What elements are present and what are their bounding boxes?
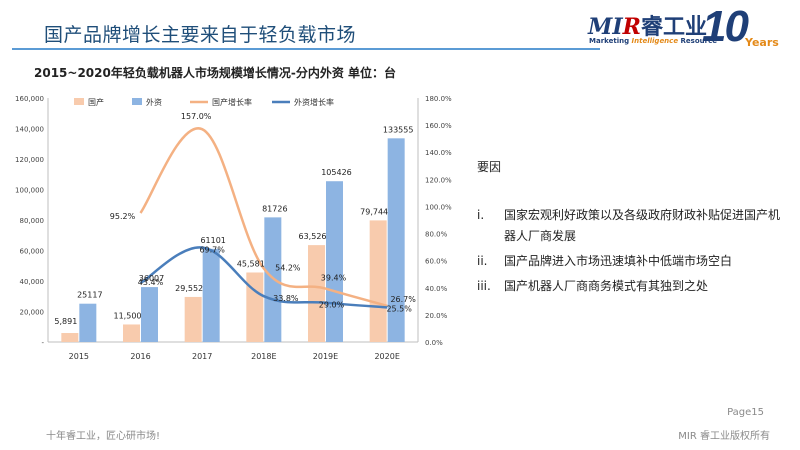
reason-item: ii. 国产品牌进入市场迅速填补中低端市场空白 xyxy=(477,251,787,272)
bar-domestic xyxy=(61,333,79,342)
x-tick-label: 2017 xyxy=(192,352,212,361)
foreign-growth-line xyxy=(139,246,388,309)
reasons-panel: 要因 i. 国家宏观利好政策以及各级政府财政补贴促进国产机器人厂商发展 ii. … xyxy=(477,158,787,301)
line-data-label: 29.0% xyxy=(319,301,345,310)
line-data-label: 39.4% xyxy=(321,274,347,283)
bar-domestic xyxy=(123,324,140,342)
line-data-label: 26.7% xyxy=(390,295,416,304)
y-right-tick-label: 40.0% xyxy=(425,285,448,293)
legend-label: 外资增长率 xyxy=(294,97,334,107)
x-tick-label: 2015 xyxy=(69,352,89,361)
bar-foreign xyxy=(141,287,158,342)
domestic-growth-line xyxy=(139,127,388,308)
mir-logo: MIR睿工业 Marketing Intelligence Resource 1… xyxy=(588,2,788,52)
reasons-heading: 要因 xyxy=(477,160,502,174)
reason-text: 国家宏观利好政策以及各级政府财政补贴促进国产机器人厂商发展 xyxy=(504,208,781,243)
bar-data-label: 105426 xyxy=(321,168,352,177)
reason-number: iii. xyxy=(477,279,491,293)
bar-foreign xyxy=(202,248,220,342)
bar-data-label: 11,500 xyxy=(114,311,142,320)
line-data-label: 33.8% xyxy=(273,294,299,303)
y-left-tick-label: 40,000 xyxy=(20,278,45,286)
legend-label: 外资 xyxy=(146,97,162,107)
line-data-label: 54.2% xyxy=(275,264,301,273)
y-left-tick-label: 140,000 xyxy=(15,126,44,134)
reason-item: i. 国家宏观利好政策以及各级政府财政补贴促进国产机器人厂商发展 xyxy=(477,205,787,247)
x-tick-label: 2020E xyxy=(374,352,399,361)
line-data-label: 43.4% xyxy=(138,278,164,287)
footer-copyright: MIR 睿工业版权所有 xyxy=(678,431,770,442)
reason-item: iii. 国产机器人厂商商务模式有其独到之处 xyxy=(477,276,787,297)
logo-years: Years xyxy=(745,36,779,49)
y-left-tick-label: 60,000 xyxy=(20,248,45,256)
page-number: Page15 xyxy=(727,407,764,418)
reason-number: ii. xyxy=(477,254,488,268)
line-data-label: 157.0% xyxy=(181,112,212,121)
bar-domestic xyxy=(308,245,325,342)
reason-text: 国产品牌进入市场迅速填补中低端市场空白 xyxy=(504,254,733,268)
line-data-label: 69.7% xyxy=(199,246,225,255)
bar-data-label: 81726 xyxy=(262,204,287,213)
y-left-tick-label: 160,000 xyxy=(15,95,44,103)
y-right-tick-label: 160.0% xyxy=(425,122,452,130)
y-right-tick-label: 60.0% xyxy=(425,258,448,266)
bar-domestic xyxy=(184,296,202,342)
line-data-label: 25.5% xyxy=(386,304,412,313)
x-tick-label: 2016 xyxy=(130,352,150,361)
bar-data-label: 133555 xyxy=(383,125,414,134)
bar-domestic xyxy=(246,272,264,342)
reason-text: 国产机器人厂商商务模式有其独到之处 xyxy=(504,279,709,293)
legend-label: 国产 xyxy=(88,97,104,107)
y-left-tick-label: 100,000 xyxy=(15,187,44,195)
y-left-tick-label: 80,000 xyxy=(20,217,45,225)
bar-data-label: 63,526 xyxy=(299,232,327,241)
title-divider xyxy=(12,48,600,50)
y-right-tick-label: 180.0% xyxy=(425,95,452,103)
slide-title: 国产品牌增长主要来自于轻负载市场 xyxy=(44,24,357,46)
bar-data-label: 36007 xyxy=(139,274,164,283)
x-tick-label: 2019E xyxy=(313,352,338,361)
y-right-tick-label: 100.0% xyxy=(425,203,452,211)
y-right-tick-label: 20.0% xyxy=(425,312,448,320)
footer-slogan: 十年睿工业，匠心研市场! xyxy=(46,431,161,442)
bar-data-label: 5,891 xyxy=(54,317,77,326)
reason-number: i. xyxy=(477,208,485,222)
logo-wordmark: MIR睿工业 xyxy=(588,14,707,40)
y-right-tick-label: 0.0% xyxy=(425,339,443,347)
y-left-tick-label: 120,000 xyxy=(15,156,44,164)
chart-title: 2015~2020年轻负载机器人市场规模增长情况-分内外资 单位：台 xyxy=(34,66,397,80)
bar-data-label: 45,581 xyxy=(237,259,265,268)
bar-foreign xyxy=(326,181,343,342)
bar-data-label: 25117 xyxy=(77,291,102,300)
y-left-tick-label: - xyxy=(41,339,44,347)
bar-data-label: 29,552 xyxy=(175,284,203,293)
legend-swatch xyxy=(132,98,142,105)
legend-label: 国产增长率 xyxy=(212,97,252,107)
y-left-tick-label: 20,000 xyxy=(20,309,45,317)
bar-foreign xyxy=(387,138,405,342)
bar-data-label: 61101 xyxy=(200,236,225,245)
legend-swatch xyxy=(74,98,84,105)
y-right-tick-label: 120.0% xyxy=(425,176,452,184)
bar-data-label: 79,744 xyxy=(360,207,388,216)
logo-tagline: Marketing Intelligence Resource xyxy=(589,37,717,45)
y-right-tick-label: 140.0% xyxy=(425,149,452,157)
logo-ten: 10 xyxy=(702,2,749,51)
y-right-tick-label: 80.0% xyxy=(425,231,448,239)
bar-domestic xyxy=(369,220,387,342)
line-data-label: 95.2% xyxy=(110,212,136,221)
bar-foreign xyxy=(79,303,97,342)
x-tick-label: 2018E xyxy=(251,352,276,361)
